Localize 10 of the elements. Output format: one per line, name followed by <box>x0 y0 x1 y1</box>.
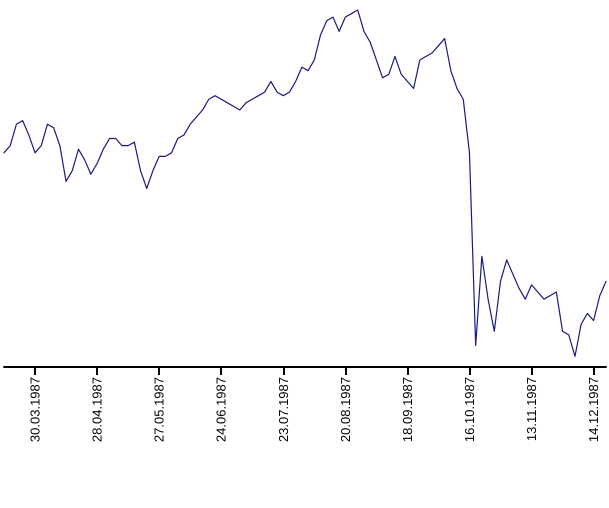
x-tick-label: 18.09.1987 <box>400 377 415 442</box>
x-tick-label: 27.05.1987 <box>152 377 167 442</box>
x-tick-label: 16.10.1987 <box>462 377 477 442</box>
x-tick-label: 23.07.1987 <box>276 377 291 442</box>
x-tick-label: 14.12.1987 <box>586 377 602 442</box>
x-tick-label: 28.04.1987 <box>90 377 105 442</box>
x-tick-label: 24.06.1987 <box>214 377 229 442</box>
x-tick-label: 13.11.1987 <box>524 377 540 442</box>
x-tick-label: 30.03.1987 <box>28 377 43 442</box>
x-tick-label: 20.08.1987 <box>338 377 353 442</box>
